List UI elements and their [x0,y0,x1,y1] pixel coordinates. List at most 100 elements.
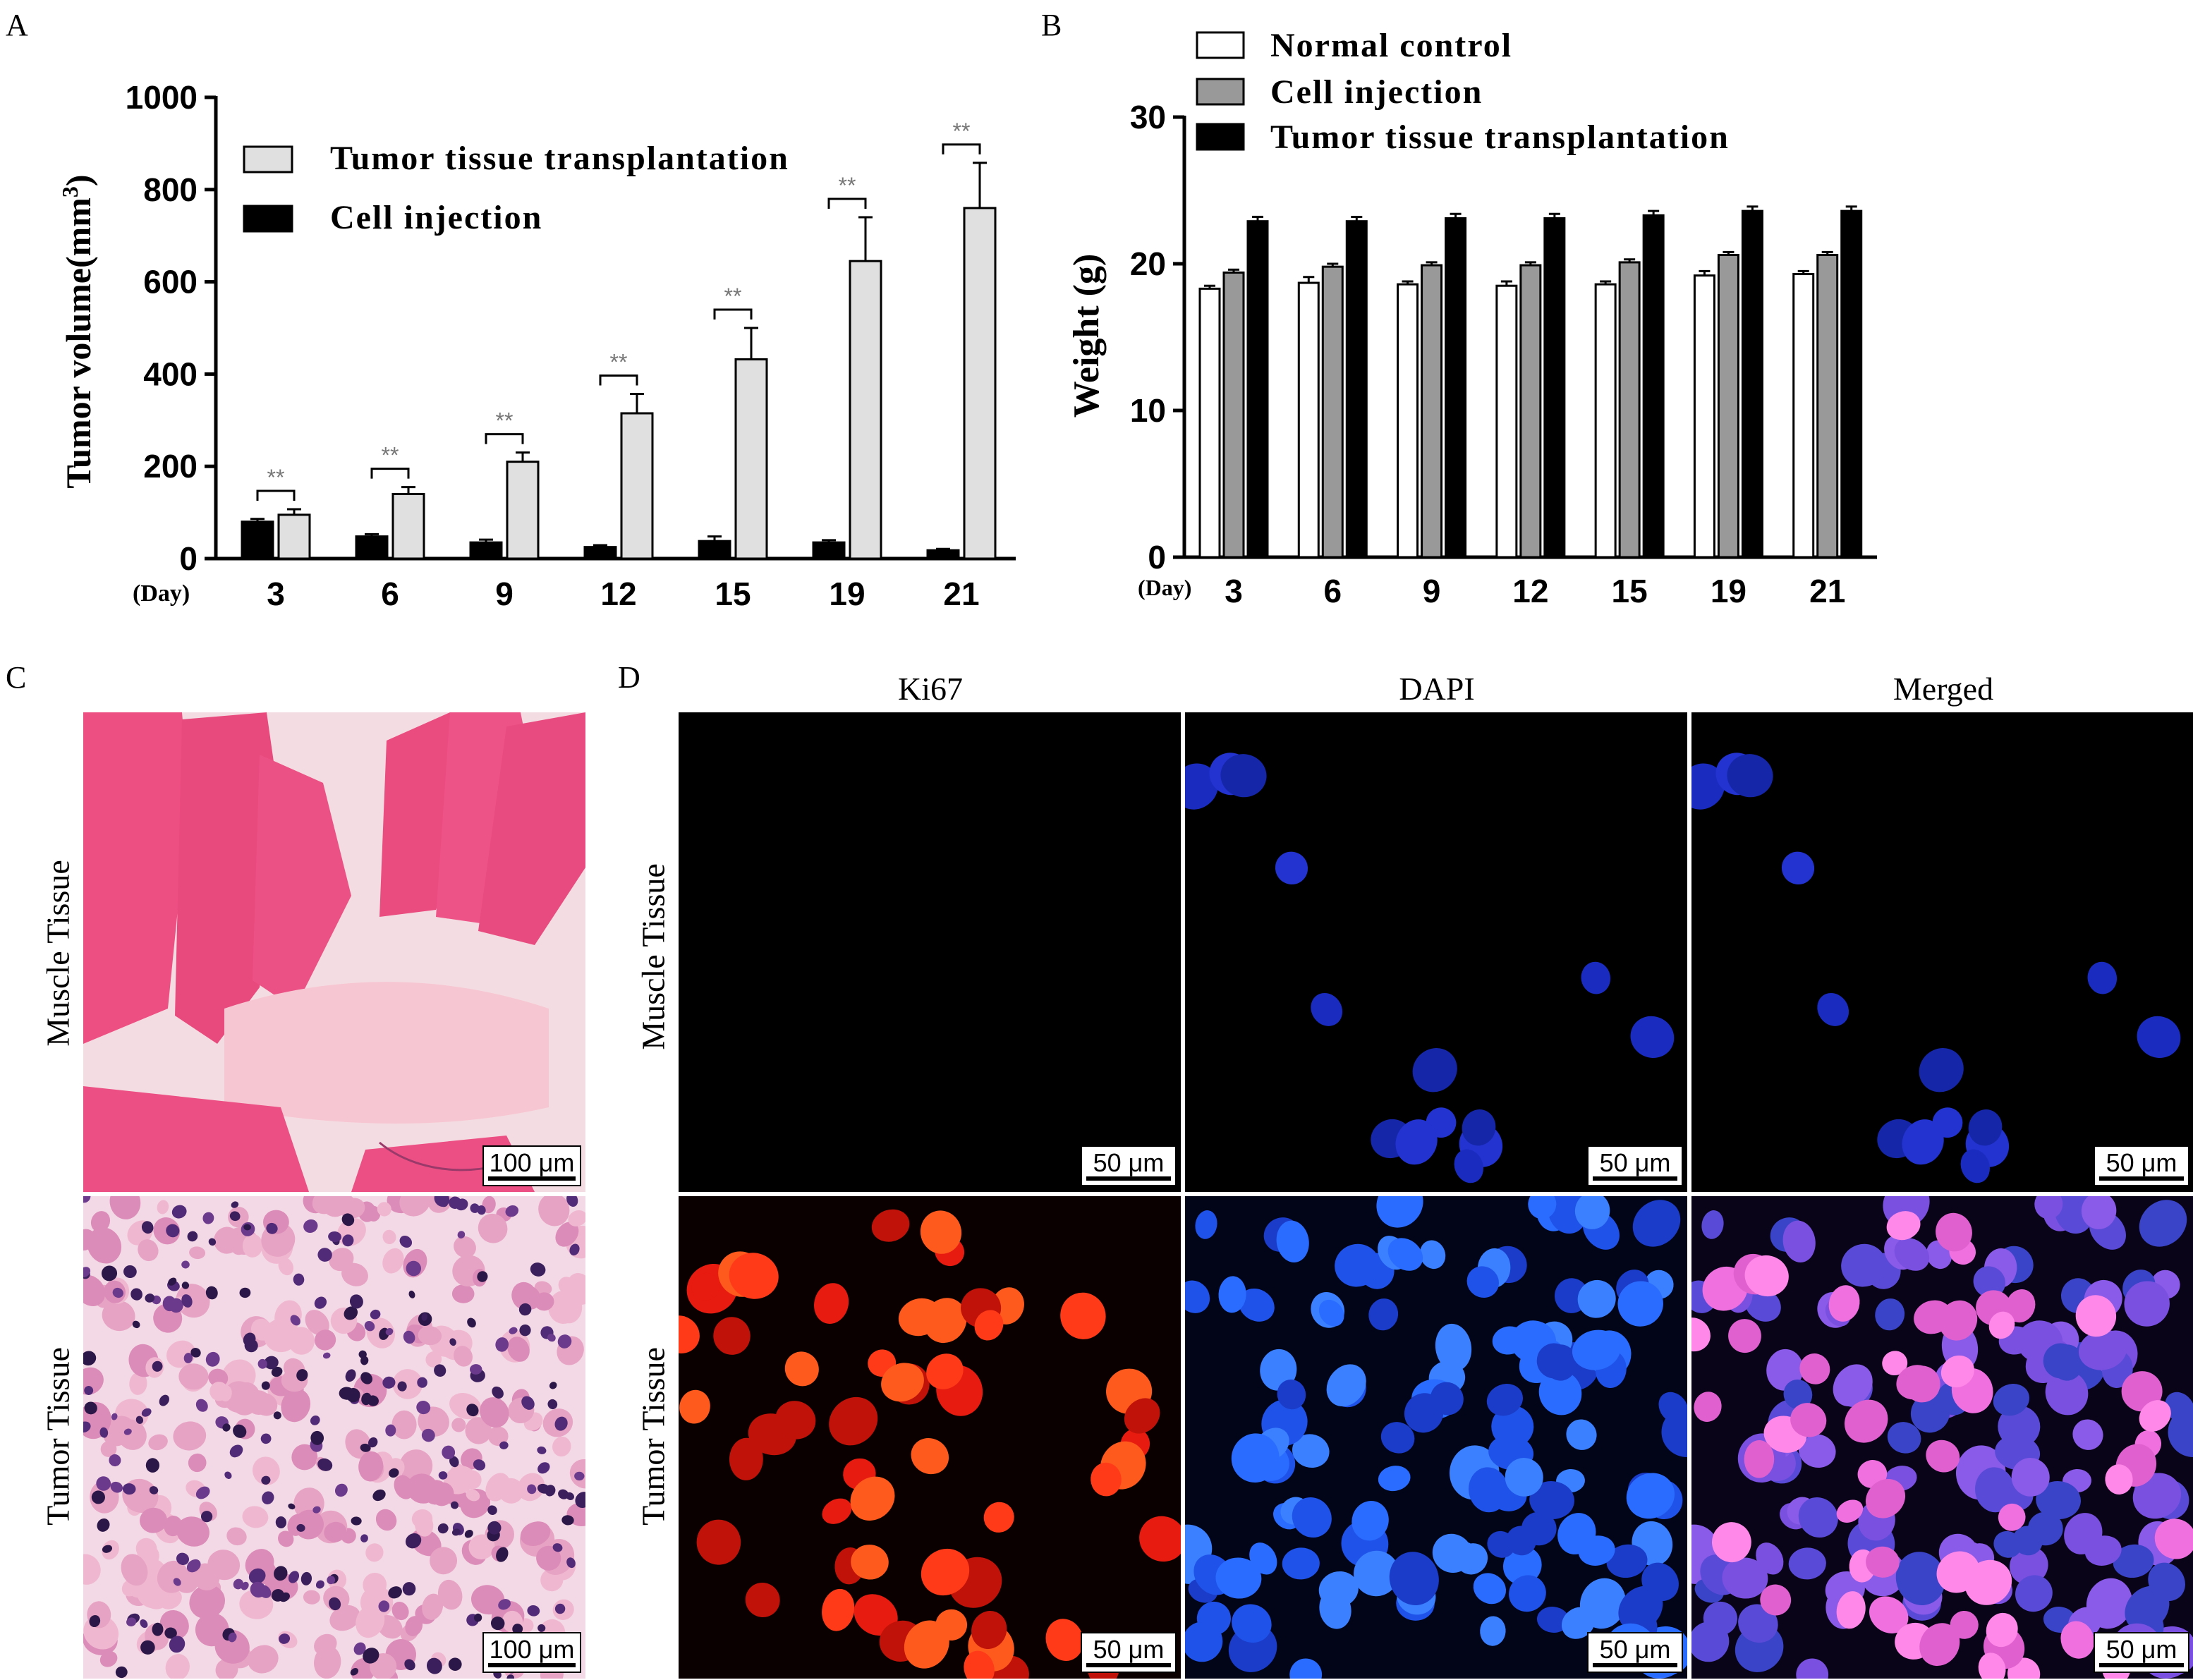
b-x-tick-label: 3 [1225,573,1243,609]
cell-nucleus [202,1212,214,1224]
cell-nucleus [260,1433,272,1444]
cell-nucleus [1185,763,1219,810]
cell-nucleus [242,1234,263,1258]
cell-nucleus [181,1260,190,1269]
cell-nucleus [229,1211,241,1222]
a-significance-bracket [485,433,524,444]
scale-bar-he-muscle: 100 μm [482,1145,581,1186]
cell-nucleus [454,1236,476,1258]
cell-nucleus [1745,1288,1781,1322]
cell-nucleus [1368,1298,1399,1331]
cell-nucleus [281,1389,311,1423]
cell-nucleus [2034,1196,2063,1219]
cell-nucleus [403,1330,415,1344]
cell-nucleus [171,1205,187,1219]
b-legend-label: Tumor tissue transplantation [1270,118,1730,156]
cell-nucleus [356,1605,385,1638]
cell-nucleus [871,1209,910,1242]
cell-nucleus [437,1523,449,1534]
a-bar-cell-injection [355,535,389,560]
cell-nucleus [451,1418,466,1432]
a-x-tick-label: 21 [943,576,979,612]
cell-nucleus [1896,1365,1935,1400]
cell-nucleus [405,1533,422,1549]
cell-nucleus [729,1437,763,1480]
b-y-axis-label: Weight (g) [1067,254,1107,418]
cell-nucleus [329,1605,360,1631]
cell-nucleus [296,1523,305,1532]
cell-nucleus [1841,1243,1886,1287]
cell-nucleus [1701,1210,1724,1239]
cell-nucleus [537,1624,546,1632]
cell-nucleus [228,1632,237,1643]
cell-nucleus [140,1619,148,1629]
cell-nucleus [83,1267,91,1278]
cell-nucleus [261,1475,271,1485]
cell-nucleus [303,1590,320,1605]
cell-nucleus [1828,1285,1860,1322]
cell-nucleus [691,1272,720,1301]
cell-nucleus [264,1356,279,1370]
cell-nucleus [1091,1462,1122,1497]
cell-nucleus [339,1387,355,1400]
cell-nucleus [1220,754,1267,798]
b-bar-tumor-tissue-transplantation [1642,214,1665,559]
cell-nucleus [519,1324,531,1337]
cell-nucleus [314,1296,327,1309]
cell-nucleus [208,1368,229,1387]
scale-bar-if-muscle-dapi: 50 μm [1587,1145,1683,1186]
cell-nucleus [399,1235,413,1248]
cell-nucleus [1782,1220,1816,1262]
cell-nucleus [1480,1616,1506,1646]
cell-nucleus [190,1347,201,1358]
cell-nucleus [382,1229,396,1245]
cell-nucleus [391,1602,409,1621]
cell-nucleus [402,1582,416,1596]
cell-nucleus [470,1203,480,1213]
b-y-tick-label: 20 [1130,245,1166,282]
cell-nucleus [279,1633,291,1644]
row-label-d-tumor: Tumor Tissue [635,1347,672,1526]
cell-nucleus [141,1221,154,1234]
cell-nucleus [1988,1311,2015,1339]
cell-nucleus [1473,1573,1507,1605]
cell-nucleus [506,1674,514,1679]
cell-nucleus [342,1234,354,1247]
cell-nucleus [1691,1317,1711,1352]
cell-nucleus [2005,1289,2036,1323]
cell-nucleus [83,1196,91,1203]
a-bar-cell-injection [698,540,731,560]
b-x-axis-label: (Day) [1138,575,1191,600]
cell-nucleus [1968,1109,2003,1146]
cell-nucleus [173,1578,181,1586]
cell-nucleus [527,1605,540,1617]
a-y-axis-label: Tumor volume(mm3) [57,174,98,488]
cell-nucleus [205,1286,218,1300]
cell-nucleus [233,1424,247,1438]
cell-nucleus [1292,1497,1332,1538]
a-significance-bracket [942,143,981,154]
cell-nucleus [470,1364,482,1375]
cell-nucleus [568,1210,585,1226]
column-title-ki67: Ki67 [898,671,963,707]
cell-nucleus [1318,1571,1359,1608]
cell-nucleus [1865,1479,1906,1518]
scale-bar-if-muscle-ki67: 50 μm [1081,1145,1177,1186]
cell-nucleus [315,1329,336,1351]
cell-nucleus [983,1502,1014,1533]
cell-nucleus [385,1424,396,1437]
cell-nucleus [317,1458,333,1471]
a-y-tick-label: 1000 [126,79,198,116]
cell-nucleus [222,1423,231,1432]
cell-nucleus [2012,1526,2043,1556]
cell-nucleus [495,1337,509,1352]
cell-nucleus [375,1509,397,1531]
scale-bar-if-muscle-merged: 50 μm [2094,1145,2189,1186]
cell-nucleus [111,1413,118,1420]
a-significance-bracket [370,468,410,479]
cell-nucleus [1902,1119,1944,1165]
b-legend-swatch [1196,123,1245,151]
cell-nucleus [1895,1552,1945,1605]
cell-nucleus [261,1381,270,1390]
cell-nucleus [1387,1238,1423,1271]
